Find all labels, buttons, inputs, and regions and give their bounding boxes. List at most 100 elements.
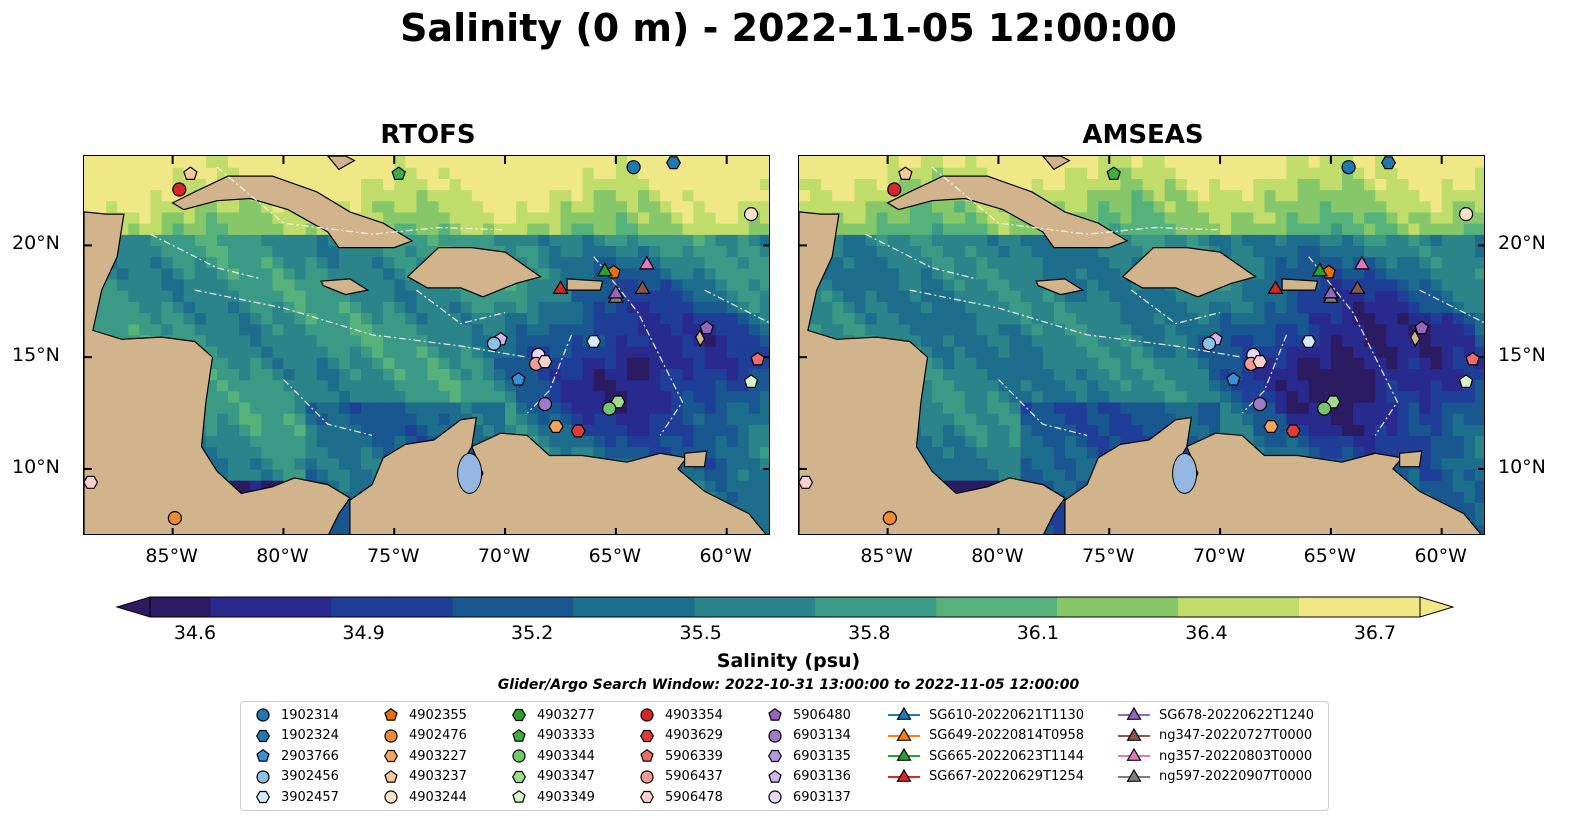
hexagon-marker-icon xyxy=(640,729,654,742)
lon-tick-label: 65°W xyxy=(1303,545,1357,567)
map-marker-5906339[interactable] xyxy=(750,351,765,366)
map-marker-5906480[interactable] xyxy=(699,320,714,335)
legend-entry[interactable]: 4903629 xyxy=(637,726,723,746)
map-marker-ng347-20220727T0000[interactable] xyxy=(634,280,651,294)
map-marker-4902476[interactable] xyxy=(167,511,182,526)
map-marker-5906339[interactable] xyxy=(1465,351,1480,366)
legend-entry[interactable]: SG610-20220621T1130 xyxy=(887,705,1084,725)
map-marker-1902324[interactable] xyxy=(666,156,681,170)
legend-entry[interactable]: 5906437 xyxy=(637,767,723,787)
legend-entry[interactable]: 6903136 xyxy=(765,767,851,787)
map-marker-4903629[interactable] xyxy=(1285,424,1301,438)
legend-label: 5906339 xyxy=(665,748,723,764)
legend-entry[interactable]: 4903244 xyxy=(381,787,467,807)
legend-label: 5906480 xyxy=(793,707,851,723)
map-marker-2903766[interactable] xyxy=(511,371,526,386)
colorbar-tick-label: 35.2 xyxy=(510,622,554,644)
map-marker-ng357-20220803T0000[interactable] xyxy=(638,255,655,270)
map-marker-4903354[interactable] xyxy=(887,182,902,197)
map-marker-5906478[interactable] xyxy=(799,475,814,489)
map-marker-2903766[interactable] xyxy=(1226,371,1241,386)
legend-entry[interactable]: 6903135 xyxy=(765,746,851,766)
map-marker-3902456[interactable] xyxy=(486,336,502,351)
colorbar xyxy=(115,596,1455,618)
legend-entry[interactable]: 3902457 xyxy=(253,787,339,807)
map-marker-4903227[interactable] xyxy=(1263,420,1279,433)
map-marker-3902457[interactable] xyxy=(586,335,602,348)
map-marker-3902457[interactable] xyxy=(1301,335,1317,348)
map-marker-4903227[interactable] xyxy=(548,420,564,433)
legend-entry[interactable]: ng357-20220803T0000 xyxy=(1117,746,1312,766)
legend-entry[interactable]: 5906339 xyxy=(637,746,723,766)
map-marker-SG667-20220629T1254[interactable] xyxy=(1267,280,1284,294)
legend-entry[interactable]: 4903349 xyxy=(509,787,595,807)
legend-entry[interactable]: 1902324 xyxy=(253,726,339,746)
lat-tick-label-right: 15°N xyxy=(1498,344,1546,367)
lon-tick-label: 80°W xyxy=(256,545,309,567)
map-marker-5906478[interactable] xyxy=(1252,355,1268,369)
map-marker-4903354[interactable] xyxy=(172,182,187,197)
legend-entry[interactable]: 4903354 xyxy=(637,705,723,725)
map-marker-4903344[interactable] xyxy=(602,401,617,416)
map-panel-amseas[interactable] xyxy=(798,155,1485,535)
pentagon-marker-icon xyxy=(640,748,654,762)
legend-entry[interactable]: 5906478 xyxy=(637,787,723,807)
map-marker-6903134[interactable] xyxy=(537,397,553,412)
map-marker-SG665-20220623T1144[interactable] xyxy=(1311,262,1328,277)
map-marker-4903333[interactable] xyxy=(391,166,406,180)
map-marker-ng347-20220727T0000[interactable] xyxy=(1349,280,1366,294)
legend-entry[interactable]: 4903277 xyxy=(509,705,595,725)
circle-marker-icon xyxy=(640,769,654,784)
map-marker-4903244[interactable] xyxy=(743,207,759,222)
map-marker-4903349[interactable] xyxy=(743,374,759,388)
legend-entry[interactable]: 4902355 xyxy=(381,705,467,725)
legend-entry[interactable]: 6903137 xyxy=(765,787,851,807)
legend: 1902314 1902324 2903766 3902456 3902457 49023… xyxy=(240,701,1329,811)
legend-entry[interactable]: ng347-20220727T0000 xyxy=(1117,726,1312,746)
legend-entry[interactable]: 2903766 xyxy=(253,746,339,766)
legend-entry[interactable]: ng597-20220907T0000 xyxy=(1117,767,1312,787)
map-marker-SG667-20220629T1254[interactable] xyxy=(552,280,569,294)
map-marker-SG665-20220623T1144[interactable] xyxy=(596,262,613,277)
triangle-marker-icon xyxy=(888,727,920,741)
legend-entry[interactable]: 4903227 xyxy=(381,746,467,766)
legend-entry[interactable]: 4903333 xyxy=(509,726,595,746)
map-marker-4903629[interactable] xyxy=(570,424,586,438)
map-marker-1902314[interactable] xyxy=(626,160,641,175)
map-marker-1902324[interactable] xyxy=(1381,156,1396,170)
legend-entry[interactable]: 3902456 xyxy=(253,767,339,787)
legend-entry[interactable]: 4903344 xyxy=(509,746,595,766)
legend-entry[interactable]: SG665-20220623T1144 xyxy=(887,746,1084,766)
map-marker-4903333[interactable] xyxy=(1106,166,1121,180)
map-marker-4902476[interactable] xyxy=(882,511,897,526)
map-marker-5906480[interactable] xyxy=(1414,320,1429,335)
map-marker-1902314[interactable] xyxy=(1341,160,1356,175)
map-marker-5906478[interactable] xyxy=(537,355,553,369)
legend-entry[interactable]: 4903347 xyxy=(509,767,595,787)
map-marker-SG678-20220622T1240[interactable] xyxy=(607,284,624,299)
lat-tick-label-right: 10°N xyxy=(1498,455,1546,478)
lon-tick-label: 80°W xyxy=(971,545,1024,567)
map-panel-rtofs[interactable] xyxy=(83,155,770,535)
legend-entry[interactable]: SG649-20220814T0958 xyxy=(887,726,1084,746)
map-marker-5906478[interactable] xyxy=(84,475,99,489)
map-marker-ng357-20220803T0000[interactable] xyxy=(1353,255,1370,270)
land-bahamas1 xyxy=(327,156,356,171)
legend-entry[interactable]: 4903237 xyxy=(381,767,467,787)
legend-entry[interactable]: 1902314 xyxy=(253,705,339,725)
map-marker-4903237[interactable] xyxy=(898,166,913,180)
map-marker-4903349[interactable] xyxy=(1458,374,1474,388)
legend-entry[interactable]: SG667-20220629T1254 xyxy=(887,767,1084,787)
legend-entry[interactable]: 6903134 xyxy=(765,726,851,746)
legend-entry[interactable]: SG678-20220622T1240 xyxy=(1117,705,1314,725)
triangle-marker-icon xyxy=(1118,727,1150,741)
map-marker-SG678-20220622T1240[interactable] xyxy=(1322,284,1339,299)
legend-entry[interactable]: 5906480 xyxy=(765,705,851,725)
map-marker-6903134[interactable] xyxy=(1252,397,1268,412)
map-marker-4903244[interactable] xyxy=(1458,207,1474,222)
lon-tick-label: 75°W xyxy=(367,545,420,567)
legend-entry[interactable]: 4902476 xyxy=(381,726,467,746)
map-marker-3902456[interactable] xyxy=(1201,336,1217,351)
map-marker-4903237[interactable] xyxy=(183,166,198,180)
map-marker-4903344[interactable] xyxy=(1317,401,1332,416)
